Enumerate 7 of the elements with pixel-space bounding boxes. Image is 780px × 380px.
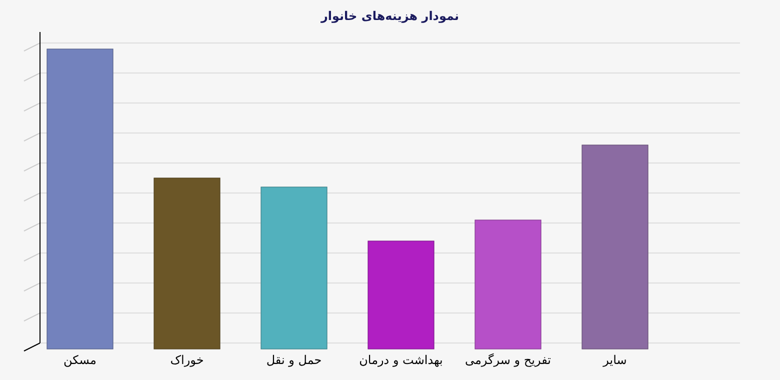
x-tick-label: مسکن (64, 353, 96, 367)
x-tick-label: خوراک (170, 353, 204, 367)
x-tick-label: حمل و نقل (266, 353, 322, 367)
x-tick-label: تفریح و سرگرمی (465, 353, 551, 367)
x-tick-label: بهداشت و درمان (359, 353, 443, 367)
chart-title: نمودار هزینه‌های خانوار (320, 9, 460, 23)
x-tick-label: سایر (602, 353, 627, 367)
